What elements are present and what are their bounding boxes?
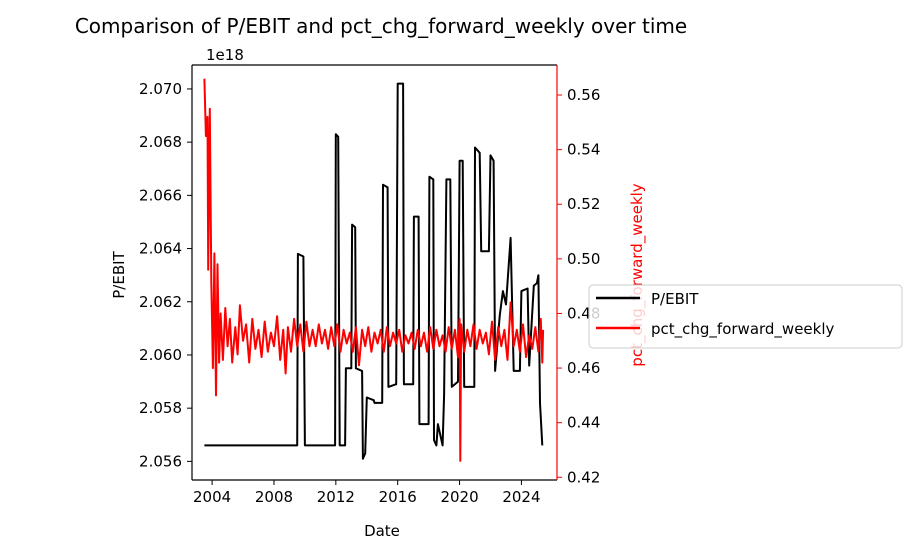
x-tick-label: 2004 [193,488,231,506]
y-right-tick-label: 0.46 [567,359,600,377]
y-left-tick-label: 2.056 [139,452,182,470]
legend: P/EBIT pct_chg_forward_weekly [588,284,903,349]
y-left-tick-label: 2.060 [139,346,182,364]
chart-title: Comparison of P/EBIT and pct_chg_forward… [75,14,687,38]
x-tick-label: 2016 [379,488,417,506]
y-left-tick-label: 2.064 [139,240,182,258]
x-tick-label: 2020 [440,488,478,506]
series-line-p-ebit [204,82,544,460]
x-tick-label: 2008 [255,488,293,506]
y-right-tick-label: 0.50 [567,250,600,268]
y-right-tick-label: 0.56 [567,86,600,104]
left-axis-offset-label: 1e18 [206,46,244,64]
y-left-tick-label: 2.058 [139,399,182,417]
y-right-tick-label: 0.44 [567,414,600,432]
y-right-tick-label: 0.42 [567,468,600,486]
series-layer [203,78,545,462]
legend-box [588,284,903,349]
y-left-tick-label: 2.068 [139,133,182,151]
y-right-tick-label: 0.54 [567,141,600,159]
y-left-tick-label: 2.062 [139,293,182,311]
y-axis-left-label: P/EBIT [110,250,128,298]
legend-label-p-ebit: P/EBIT [651,290,699,308]
y-left-tick-label: 2.070 [139,80,182,98]
x-tick-label: 2024 [502,488,540,506]
y-right-tick-label: 0.52 [567,195,600,213]
legend-label-pct-chg: pct_chg_forward_weekly [651,320,835,339]
x-tick-label: 2012 [317,488,355,506]
y-left-tick-label: 2.066 [139,186,182,204]
axes-layer: 2004 2008 2012 2016 2020 2024 2.056 2.058 2.060 2… [139,64,600,506]
x-axis-label: Date [364,522,400,540]
series-line-pct-chg-forward-weekly [203,78,545,462]
